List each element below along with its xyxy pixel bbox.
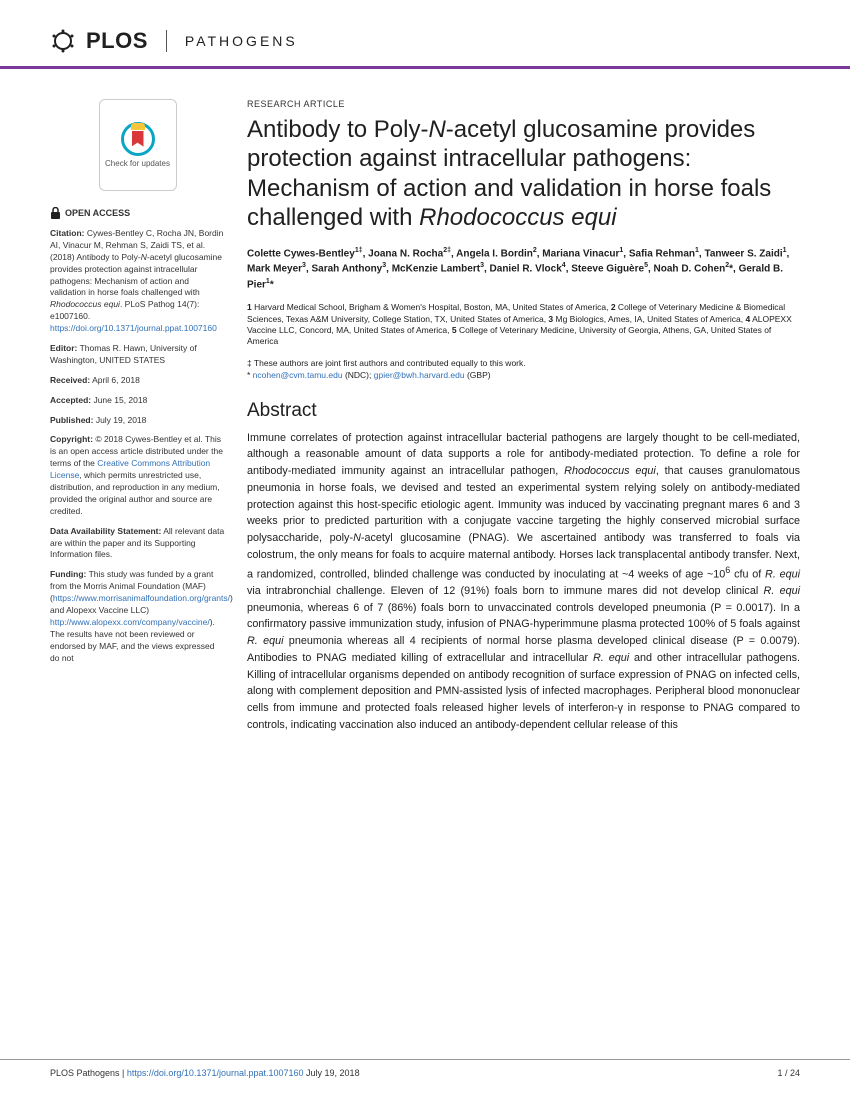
author-notes: ‡ These authors are joint first authors … xyxy=(247,358,800,382)
received: Received: April 6, 2018 xyxy=(50,375,225,387)
logo-row: PLOS PATHOGENS xyxy=(50,28,800,54)
abstract-heading: Abstract xyxy=(247,400,800,422)
article-title: Antibody to Poly-N-acetyl glucosamine pr… xyxy=(247,115,800,232)
check-updates-label: Check for updates xyxy=(105,160,170,169)
plos-brand: PLOS xyxy=(86,28,148,54)
funding: Funding: This study was funded by a gran… xyxy=(50,569,225,664)
citation: Citation: Cywes-Bentley C, Rocha JN, Bor… xyxy=(50,228,225,335)
email-2[interactable]: gpier@bwh.harvard.edu xyxy=(374,370,465,380)
plos-icon xyxy=(50,28,76,54)
open-access-label: OPEN ACCESS xyxy=(65,207,130,220)
journal-name: PATHOGENS xyxy=(185,33,298,49)
abstract-body: Immune correlates of protection against … xyxy=(247,430,800,734)
footer-doi[interactable]: https://doi.org/10.1371/journal.ppat.100… xyxy=(127,1068,304,1078)
email-1[interactable]: ncohen@cvm.tamu.edu xyxy=(253,370,343,380)
journal-header: PLOS PATHOGENS xyxy=(0,0,850,69)
funding-link-2[interactable]: http://www.alopexx.com/company/vaccine/ xyxy=(50,617,210,627)
funding-link-1[interactable]: https://www.morrisanimalfoundation.org/g… xyxy=(53,593,230,603)
crossmark-icon xyxy=(121,122,155,156)
editor: Editor: Thomas R. Hawn, University of Wa… xyxy=(50,343,225,367)
article-type: RESEARCH ARTICLE xyxy=(247,99,800,109)
accepted: Accepted: June 15, 2018 xyxy=(50,395,225,407)
correspondence: * ncohen@cvm.tamu.edu (NDC); gpier@bwh.h… xyxy=(247,370,800,382)
page-number: 1 / 24 xyxy=(777,1068,800,1078)
author-list: Colette Cywes-Bentley1‡, Joana N. Rocha2… xyxy=(247,246,800,292)
copyright: Copyright: © 2018 Cywes-Bentley et al. T… xyxy=(50,434,225,517)
published: Published: July 19, 2018 xyxy=(50,415,225,427)
main-column: RESEARCH ARTICLE Antibody to Poly-N-acet… xyxy=(247,99,800,734)
footer-left: PLOS Pathogens | https://doi.org/10.1371… xyxy=(50,1068,360,1078)
page-footer: PLOS Pathogens | https://doi.org/10.1371… xyxy=(0,1059,850,1100)
sidebar: Check for updates OPEN ACCESS Citation: … xyxy=(50,99,225,734)
data-availability: Data Availability Statement: All relevan… xyxy=(50,526,225,562)
open-access-badge: OPEN ACCESS xyxy=(50,207,225,220)
logo-divider xyxy=(166,30,167,52)
check-updates-badge[interactable]: Check for updates xyxy=(99,99,177,191)
doi-link[interactable]: https://doi.org/10.1371/journal.ppat.100… xyxy=(50,323,217,333)
joint-authors-note: ‡ These authors are joint first authors … xyxy=(247,358,800,370)
content-area: Check for updates OPEN ACCESS Citation: … xyxy=(0,69,850,734)
affiliations: 1 Harvard Medical School, Brigham & Wome… xyxy=(247,302,800,348)
lock-icon xyxy=(50,207,61,220)
